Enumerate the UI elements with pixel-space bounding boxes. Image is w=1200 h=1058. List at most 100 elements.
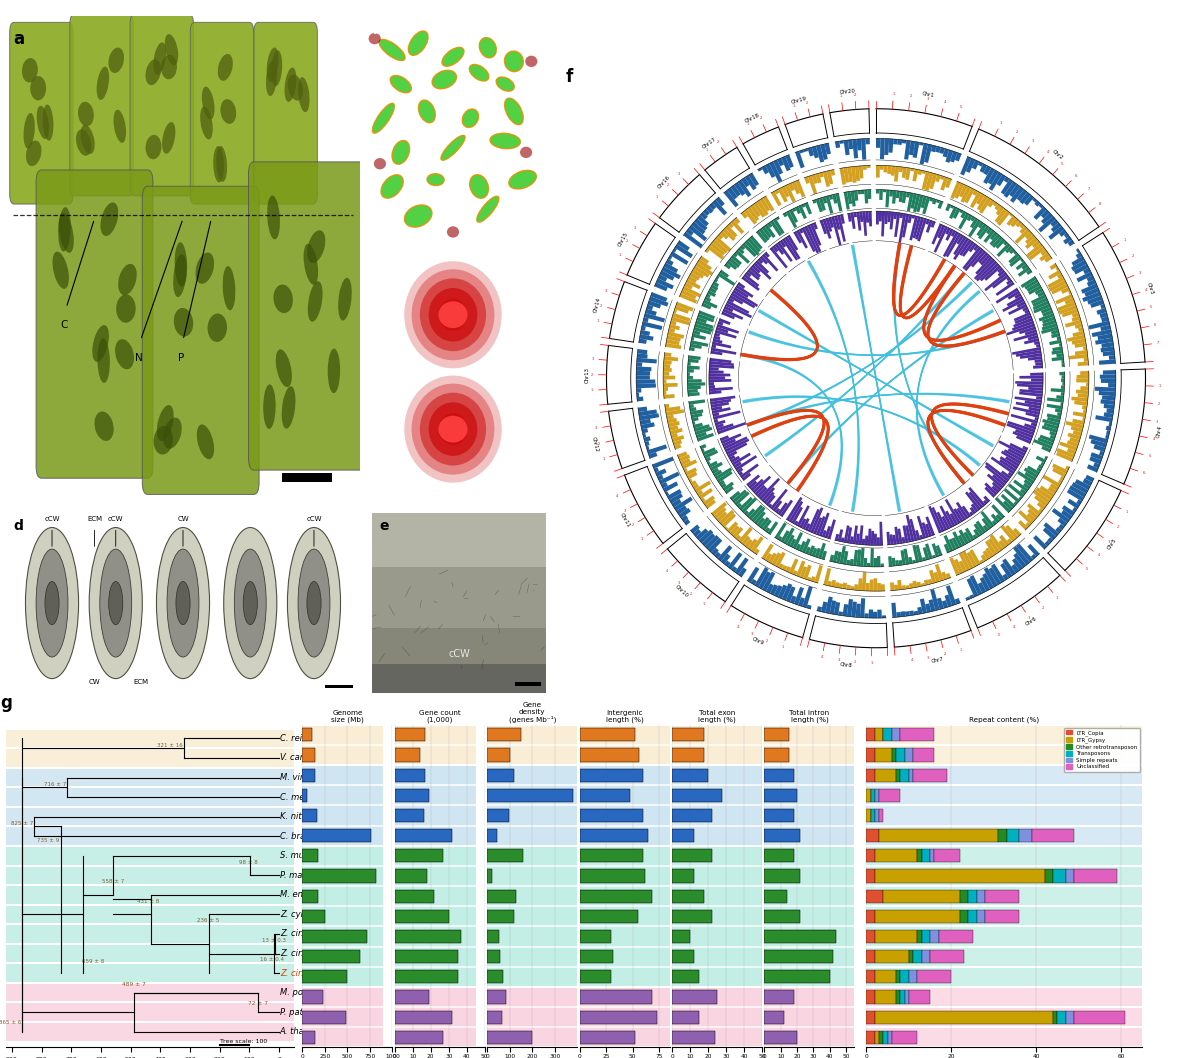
Text: Chr10: Chr10 [674, 584, 689, 599]
Polygon shape [1014, 397, 1042, 403]
Polygon shape [672, 498, 682, 508]
Bar [900, 970, 908, 983]
Text: Chr3: Chr3 [1146, 282, 1154, 295]
Text: 4: 4 [1097, 553, 1099, 558]
Ellipse shape [440, 135, 466, 160]
Polygon shape [688, 372, 690, 376]
Polygon shape [742, 535, 750, 546]
Bar [866, 930, 875, 943]
Polygon shape [846, 560, 851, 565]
Polygon shape [802, 227, 816, 252]
Bar [282, 473, 331, 482]
Polygon shape [787, 235, 798, 251]
Bar [487, 930, 499, 943]
Polygon shape [1090, 299, 1104, 308]
Polygon shape [677, 240, 690, 251]
Polygon shape [886, 189, 889, 207]
Polygon shape [992, 236, 1003, 248]
Polygon shape [844, 191, 850, 209]
Ellipse shape [108, 48, 124, 73]
Polygon shape [700, 256, 709, 264]
Text: 4: 4 [1046, 150, 1049, 153]
Bar [764, 726, 854, 764]
Polygon shape [973, 534, 978, 539]
Polygon shape [1086, 383, 1088, 386]
Polygon shape [917, 218, 926, 241]
Polygon shape [990, 534, 1003, 551]
Polygon shape [749, 480, 757, 489]
Polygon shape [1036, 396, 1042, 400]
Polygon shape [784, 528, 794, 544]
Bar [302, 766, 384, 844]
Polygon shape [1076, 389, 1088, 395]
Polygon shape [712, 501, 727, 516]
Polygon shape [802, 518, 810, 529]
Polygon shape [1055, 294, 1073, 305]
Polygon shape [1007, 216, 1016, 226]
Polygon shape [965, 188, 974, 203]
Bar [764, 948, 854, 966]
Polygon shape [1015, 220, 1022, 227]
Bar [372, 628, 546, 664]
Polygon shape [727, 300, 749, 314]
Polygon shape [778, 242, 793, 262]
Ellipse shape [462, 109, 479, 127]
Polygon shape [876, 189, 880, 194]
Polygon shape [896, 190, 900, 198]
Polygon shape [959, 239, 972, 256]
Polygon shape [860, 548, 864, 566]
Polygon shape [806, 604, 811, 609]
Bar [930, 850, 935, 862]
Text: Chr16: Chr16 [658, 175, 672, 189]
Bar [302, 990, 323, 1004]
Polygon shape [664, 380, 666, 383]
Bar [977, 890, 985, 902]
Text: 4: 4 [1152, 437, 1154, 441]
Polygon shape [731, 292, 755, 308]
Polygon shape [1068, 291, 1072, 295]
Ellipse shape [404, 376, 502, 482]
Polygon shape [713, 281, 719, 288]
Polygon shape [913, 217, 922, 238]
Polygon shape [847, 599, 853, 617]
Polygon shape [1100, 399, 1115, 405]
Polygon shape [962, 241, 974, 257]
Polygon shape [748, 238, 761, 253]
Polygon shape [804, 177, 810, 184]
Bar [395, 867, 475, 886]
Polygon shape [786, 586, 796, 602]
Polygon shape [636, 376, 650, 380]
Polygon shape [737, 468, 743, 473]
Polygon shape [827, 581, 832, 586]
Polygon shape [792, 207, 797, 212]
Polygon shape [775, 217, 780, 220]
Text: 5: 5 [1086, 566, 1088, 570]
Polygon shape [822, 219, 832, 239]
Bar [302, 970, 348, 983]
Ellipse shape [30, 76, 46, 101]
Polygon shape [943, 232, 959, 257]
Polygon shape [980, 511, 995, 527]
Polygon shape [694, 424, 710, 432]
Polygon shape [716, 423, 733, 432]
Polygon shape [1109, 422, 1111, 426]
Polygon shape [986, 227, 992, 234]
Polygon shape [754, 511, 766, 525]
Polygon shape [1002, 573, 1009, 581]
Polygon shape [1067, 334, 1085, 342]
Ellipse shape [145, 135, 162, 160]
Polygon shape [925, 603, 931, 613]
Polygon shape [1003, 182, 1016, 198]
Polygon shape [888, 139, 894, 152]
Text: 2: 2 [598, 441, 600, 445]
Polygon shape [802, 203, 805, 207]
Bar [866, 829, 880, 842]
Polygon shape [857, 190, 862, 195]
Polygon shape [1057, 517, 1067, 527]
Polygon shape [890, 582, 894, 590]
Ellipse shape [526, 56, 538, 67]
Bar [764, 990, 794, 1004]
Polygon shape [704, 296, 712, 303]
Polygon shape [970, 576, 983, 596]
Text: A. thaliana: A. thaliana [280, 1027, 325, 1036]
